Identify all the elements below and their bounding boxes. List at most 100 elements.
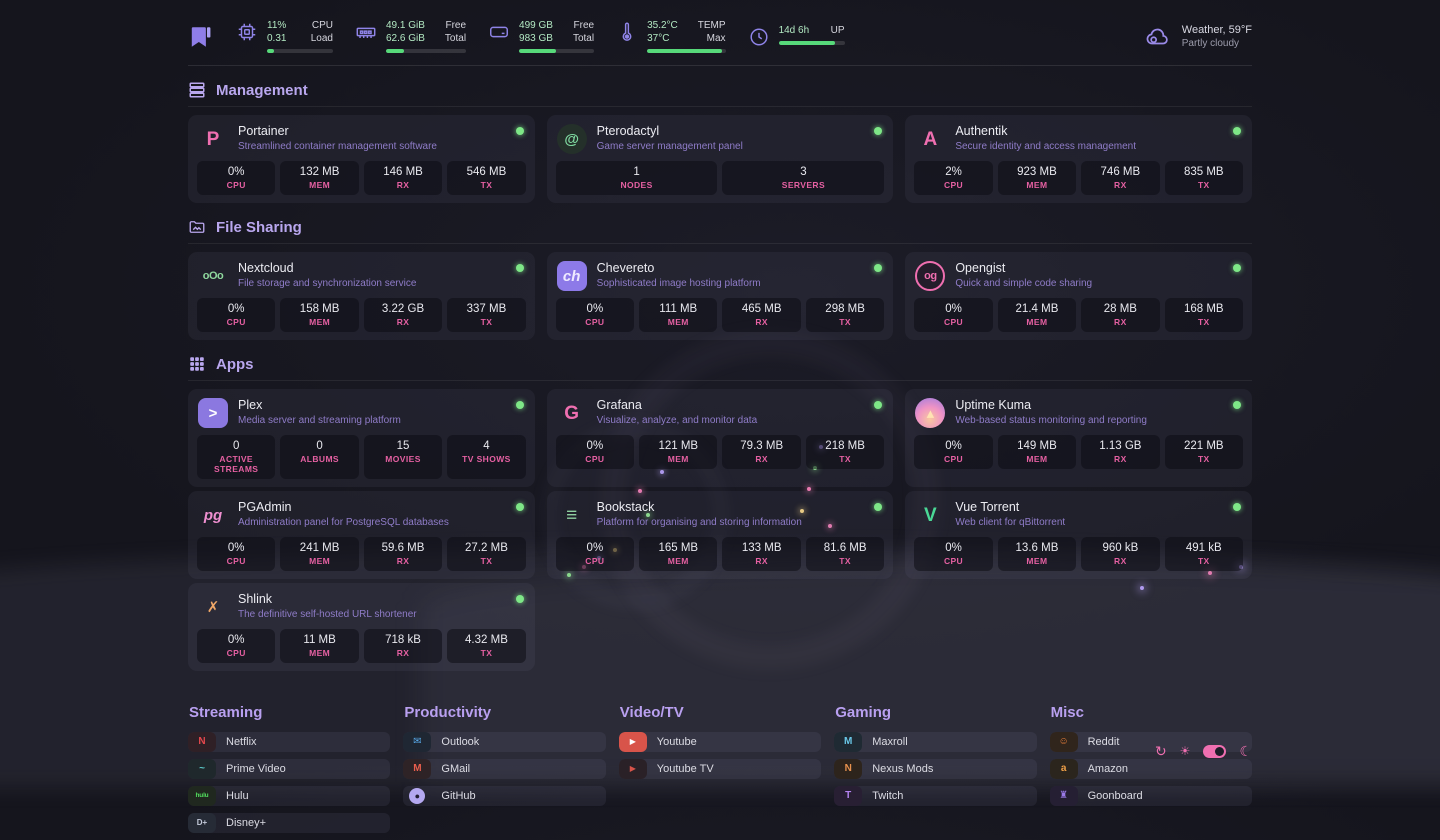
bookmark-item-disney-plus[interactable]: D+ Disney+: [188, 813, 391, 833]
light-mode-icon[interactable]: ☀: [1179, 744, 1191, 758]
weather-summary: Weather, 59°F: [1181, 24, 1252, 36]
pgadmin-icon: pg: [203, 506, 223, 524]
bookmark-item-youtube-tv[interactable]: ▶ Youtube TV: [618, 759, 822, 779]
stat-tx: 491 kB TX: [1164, 537, 1243, 571]
service-subtitle: Secure identity and access management: [955, 141, 1136, 152]
grafana-icon: G: [564, 402, 580, 424]
service-card-vue-torrent[interactable]: V Vue Torrent Web client for qBittorrent…: [905, 491, 1252, 579]
opengist-icon: og: [915, 261, 946, 291]
stat-tx: 546 MB TX: [447, 161, 526, 195]
maxroll-icon: M: [834, 732, 863, 752]
service-card-shlink[interactable]: ✗ Shlink The definitive self-hosted URL …: [188, 583, 535, 671]
service-card-chevereto[interactable]: ch Chevereto Sophisticated image hosting…: [546, 252, 894, 340]
disney-plus-icon: D+: [188, 813, 216, 833]
prime-video-icon: ~: [188, 759, 216, 779]
youtube-tv-icon: ▶: [618, 759, 647, 779]
section-title: Apps: [216, 355, 254, 373]
stat-tx: 337 MB TX: [447, 298, 526, 332]
stat-rx: 746 MB RX: [1081, 161, 1160, 195]
status-dot: [1232, 401, 1241, 409]
stat-cpu: 0% CPU: [197, 298, 276, 332]
portainer-icon: P: [206, 128, 220, 150]
bookmark-item-netflix[interactable]: N Netflix: [188, 732, 391, 752]
service-card-pgadmin[interactable]: pg PGAdmin Administration panel for Post…: [188, 491, 535, 579]
stat-tx: 4.32 MB TX: [447, 629, 526, 663]
theme-toggle[interactable]: [1203, 744, 1227, 758]
status-dot: [1232, 503, 1241, 511]
service-subtitle: Platform for organising and storing info…: [596, 517, 802, 528]
uptime-widget: 14d 6h UP: [748, 25, 845, 48]
memory-free-value: 49.1 GiB: [386, 20, 425, 31]
hulu-icon: hulu: [188, 786, 216, 806]
section-header-management: Management: [188, 81, 1252, 107]
service-subtitle: Game server management panel: [596, 141, 743, 152]
stat-tx: 221 MB TX: [1164, 435, 1243, 469]
bookmark-item-github[interactable]: ● GitHub: [403, 786, 606, 806]
stat-rx: 1.13 GB RX: [1081, 435, 1160, 469]
vue-torrent-icon: V: [923, 504, 937, 526]
bookmark-item-maxroll[interactable]: M Maxroll: [834, 732, 1037, 752]
service-card-grafana[interactable]: G Grafana Visualize, analyze, and monito…: [546, 389, 894, 487]
bookmark-item-nexus-mods[interactable]: N Nexus Mods: [834, 759, 1037, 779]
status-dot: [515, 127, 524, 135]
service-title: Grafana: [596, 398, 642, 412]
stat-tx: 298 MB TX: [805, 298, 885, 332]
authentik-icon: A: [923, 128, 938, 150]
disk-progress-bar: [519, 49, 595, 53]
service-title: Shlink: [238, 592, 273, 606]
status-dot: [874, 127, 883, 135]
service-card-nextcloud[interactable]: oOo Nextcloud File storage and synchroni…: [188, 252, 535, 340]
cpu-widget: 11% CPU 0.31 Load: [236, 20, 333, 53]
service-title: Bookstack: [596, 500, 655, 514]
pterodactyl-icon: @: [556, 124, 587, 154]
memory-total-value: 62.6 GiB: [386, 33, 425, 44]
thermometer-icon: [616, 21, 638, 43]
stat-rx: 59.6 MB RX: [363, 537, 443, 571]
bookmark-item-amazon[interactable]: a Amazon: [1049, 759, 1252, 779]
service-card-pterodactyl[interactable]: @ Pterodactyl Game server management pan…: [546, 115, 894, 203]
uptime-kuma-icon: ▴: [915, 398, 946, 428]
bookmark-item-youtube[interactable]: ▶ Youtube: [618, 732, 822, 752]
service-title: Vue Torrent: [955, 500, 1020, 514]
bookmark-item-prime-video[interactable]: ~ Prime Video: [188, 759, 391, 779]
dark-mode-icon[interactable]: ☾: [1239, 743, 1252, 759]
bookmark-item-outlook[interactable]: ✉ Outlook: [403, 732, 606, 752]
service-subtitle: Web client for qBittorrent: [955, 517, 1066, 528]
stat-mem: 111 MB MEM: [639, 298, 718, 332]
section-title: File Sharing: [216, 218, 302, 236]
section-header-apps: Apps: [188, 355, 1252, 381]
service-card-portainer[interactable]: P Portainer Streamlined container manage…: [188, 115, 535, 203]
stat-nodes: 1 NODES: [555, 161, 718, 195]
weather-condition: Partly cloudy: [1181, 38, 1240, 49]
bookmark-group-video-tv: Video/TV ▶ Youtube ▶ Youtube TV: [618, 704, 822, 840]
service-card-bookstack[interactable]: ≡ Bookstack Platform for organising and …: [546, 491, 894, 579]
refresh-button[interactable]: ↻: [1154, 743, 1167, 759]
bookmark-item-gmail[interactable]: M GMail: [403, 759, 606, 779]
stat-mem: 158 MB MEM: [280, 298, 359, 332]
temp-current-label: TEMP: [697, 20, 726, 31]
memory-free-label: Free: [445, 20, 467, 31]
stat-rx: 133 MB RX: [722, 537, 801, 571]
bookmark-item-twitch[interactable]: T Twitch: [834, 786, 1037, 806]
service-card-authentik[interactable]: A Authentik Secure identity and access m…: [905, 115, 1252, 203]
stat-rx: 718 kB RX: [363, 629, 443, 663]
service-card-uptime-kuma[interactable]: ▴ Uptime Kuma Web-based status monitorin…: [905, 389, 1252, 487]
stat-tv-shows: 4 TV SHOWS: [447, 435, 526, 479]
stat-cpu: 0% CPU: [197, 629, 276, 663]
bookmark-group-title: Streaming: [189, 704, 263, 721]
plex-icon: >: [198, 398, 228, 428]
uptime-label: UP: [830, 25, 845, 36]
bookmark-item-hulu[interactable]: hulu Hulu: [188, 786, 391, 806]
reddit-icon: ☺: [1049, 732, 1078, 752]
disk-free-value: 499 GB: [519, 20, 553, 31]
weather-cloud-icon: [1145, 24, 1171, 50]
service-card-opengist[interactable]: og Opengist Quick and simple code sharin…: [905, 252, 1252, 340]
stat-rx: 146 MB RX: [363, 161, 443, 195]
bookmark-group-gaming: Gaming M Maxroll N Nexus Mods T Twitch: [834, 704, 1037, 840]
bookmark-item-goonboard[interactable]: ♜ Goonboard: [1049, 786, 1252, 806]
uptime-clock-icon: [748, 26, 770, 48]
stat-movies: 15 MOVIES: [363, 435, 443, 479]
uptime-value: 14d 6h: [778, 25, 810, 36]
service-card-plex[interactable]: > Plex Media server and streaming platfo…: [188, 389, 535, 487]
bookmark-item-reddit[interactable]: ☺ Reddit: [1049, 732, 1252, 752]
